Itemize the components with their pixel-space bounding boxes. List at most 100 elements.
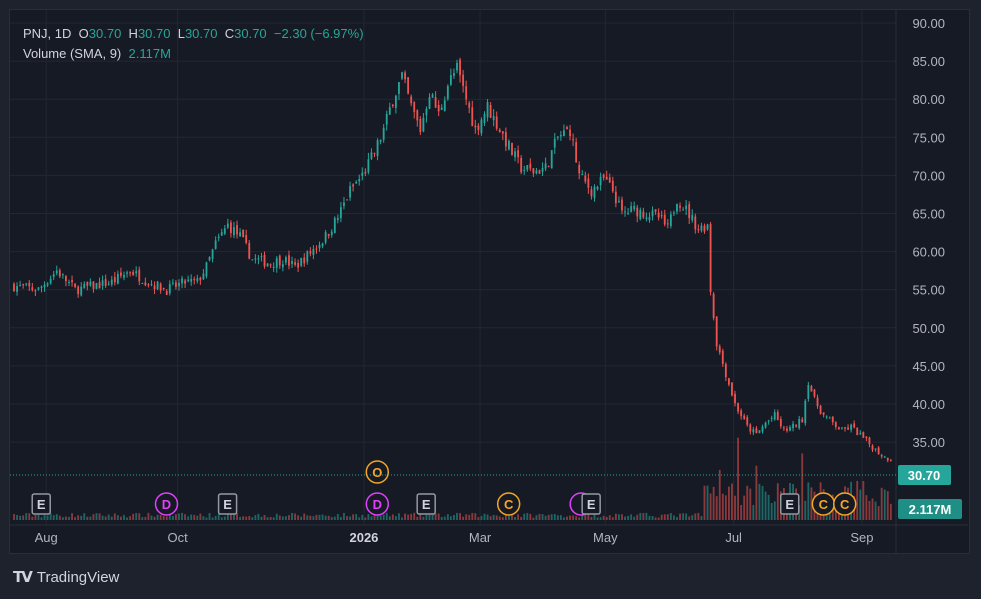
volume-bar: [691, 515, 694, 520]
volume-bar: [239, 516, 241, 520]
candle-body: [868, 437, 871, 445]
event-marker-c[interactable]: C: [832, 492, 857, 516]
candle-body: [828, 417, 831, 419]
volume-bar: [40, 517, 43, 520]
candle-body: [110, 279, 113, 285]
candle-body: [272, 266, 275, 268]
volume-bar: [281, 516, 284, 520]
volume-bar: [37, 514, 40, 520]
candle-body: [248, 243, 251, 259]
volume-bar: [718, 469, 721, 520]
candle-body: [743, 415, 746, 419]
volume-bar: [13, 514, 15, 520]
volume-bar: [349, 516, 351, 520]
volume-bar: [165, 516, 168, 520]
candle-body: [578, 164, 581, 174]
candle-body: [584, 175, 587, 182]
candle-body: [379, 139, 382, 142]
volume-bar: [242, 516, 245, 520]
volume-bar: [193, 514, 196, 520]
volume-bar: [453, 514, 455, 520]
candle-body: [871, 445, 874, 450]
low-value: 30.70: [184, 26, 218, 41]
candle-body: [388, 107, 391, 115]
price-chart[interactable]: E D EOD E C E E C C 35.0040.0045.0050.0055.0060.…: [0, 0, 981, 560]
volume-bar: [92, 514, 95, 520]
candle-body: [223, 228, 226, 234]
event-marker-e[interactable]: E: [31, 493, 51, 515]
volume-bar: [642, 513, 645, 520]
symbol-label[interactable]: PNJ, 1D: [23, 26, 72, 41]
volume-badge: 2.117M: [898, 499, 962, 519]
event-label: C: [840, 497, 850, 512]
event-marker-e[interactable]: E: [416, 493, 436, 515]
tradingview-logo-icon: 𝗧𝗩: [13, 569, 33, 586]
candle-body: [746, 417, 749, 425]
volume-bar: [868, 500, 871, 520]
candle-body: [382, 127, 385, 140]
volume-bar: [113, 513, 116, 520]
candle-body: [413, 102, 416, 112]
candle-body: [645, 217, 648, 219]
volume-bar: [101, 515, 104, 520]
volume-bar: [98, 513, 101, 520]
candle-body: [126, 272, 128, 274]
candle-body: [214, 240, 217, 249]
candle-body: [92, 281, 95, 289]
volume-bar: [28, 513, 31, 520]
volume-bar: [254, 515, 257, 520]
chart-panel[interactable]: [9, 9, 970, 554]
candle-body: [398, 82, 400, 94]
candle-body: [49, 278, 52, 284]
candle-body: [284, 257, 287, 263]
candle-body: [327, 234, 330, 236]
volume-bar: [303, 513, 306, 520]
volume-bar: [563, 517, 565, 520]
candle-body: [315, 248, 318, 250]
volume-label[interactable]: Volume (SMA, 9): [23, 46, 122, 61]
volume-bar: [865, 495, 868, 520]
volume-bar: [327, 515, 330, 520]
volume-bar: [804, 500, 807, 520]
volume-bar: [171, 515, 174, 520]
volume-bar: [104, 516, 107, 520]
volume-bar: [367, 514, 370, 520]
tradingview-logo[interactable]: 𝗧𝗩 TradingView: [13, 568, 119, 587]
volume-bar: [138, 513, 141, 520]
candle-body: [657, 212, 660, 218]
open-label: O: [78, 26, 89, 41]
volume-bar: [856, 480, 859, 520]
candle-body: [480, 119, 483, 134]
volume-bar: [520, 516, 523, 520]
event-label: E: [587, 497, 596, 512]
volume-row: Volume (SMA, 9) 2.117M: [23, 44, 364, 64]
volume-bar: [156, 514, 159, 520]
volume-bar: [382, 514, 385, 520]
volume-bar: [501, 517, 504, 520]
event-marker-e[interactable]: E: [569, 492, 601, 516]
event-marker-e[interactable]: E: [779, 493, 800, 515]
event-marker-c[interactable]: C: [496, 492, 521, 516]
candle-body: [138, 269, 141, 282]
candle-body: [654, 209, 657, 212]
event-marker-d[interactable]: D: [154, 492, 179, 516]
volume-bar: [214, 516, 217, 520]
volume-bar: [333, 516, 336, 520]
candle-body: [752, 429, 755, 433]
candle-body: [196, 278, 199, 282]
candle-body: [80, 286, 83, 296]
x-tick-label: Sep: [850, 530, 873, 545]
chart-legend: PNJ, 1D O30.70 H30.70 L30.70 C30.70 −2.3…: [23, 24, 364, 64]
event-marker-d[interactable]: D: [365, 492, 390, 516]
volume-bar: [862, 481, 865, 520]
event-marker-c[interactable]: C: [811, 492, 836, 516]
candle-body: [825, 416, 828, 418]
volume-bar: [71, 513, 73, 520]
candle-body: [761, 426, 764, 432]
volume-bar: [740, 505, 743, 520]
volume-bar: [724, 495, 727, 520]
event-marker-o[interactable]: O: [365, 460, 390, 484]
candle-body: [715, 316, 718, 347]
event-marker-e[interactable]: E: [217, 493, 238, 515]
volume-bar: [230, 514, 232, 520]
